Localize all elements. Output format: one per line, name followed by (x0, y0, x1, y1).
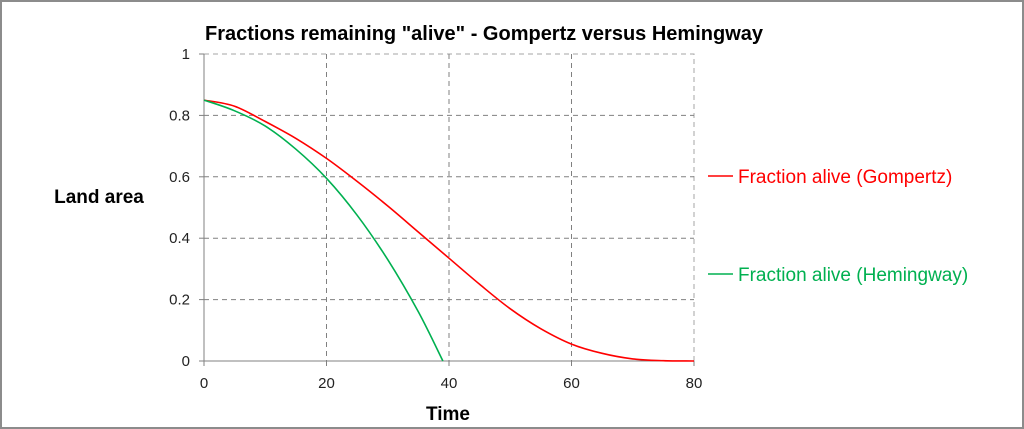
chart-title: Fractions remaining "alive" - Gompertz v… (205, 23, 764, 45)
legend-entry: Fraction alive (Gompertz) (738, 167, 952, 188)
x-tick-label: 60 (563, 375, 580, 392)
series-line-fraction-alive-gompertz (203, 99, 695, 362)
y-tick-label: 1 (182, 46, 190, 63)
x-tick-label: 80 (686, 375, 703, 392)
x-tick-label: 20 (318, 375, 335, 392)
y-tick-label: 0.8 (169, 107, 190, 124)
series-line-fraction-alive-hemingway (203, 99, 444, 362)
y-tick-label: 0.2 (169, 292, 190, 309)
x-tick-label: 0 (200, 375, 208, 392)
x-tick-label: 40 (441, 375, 458, 392)
y-tick-label: 0 (182, 353, 190, 370)
x-axis-label: Time (426, 404, 470, 425)
y-tick-label: 0.6 (169, 169, 190, 186)
y-tick-label: 0.4 (169, 230, 190, 247)
y-axis-label: Land area (54, 187, 144, 208)
legend-entry: Fraction alive (Hemingway) (738, 265, 968, 286)
